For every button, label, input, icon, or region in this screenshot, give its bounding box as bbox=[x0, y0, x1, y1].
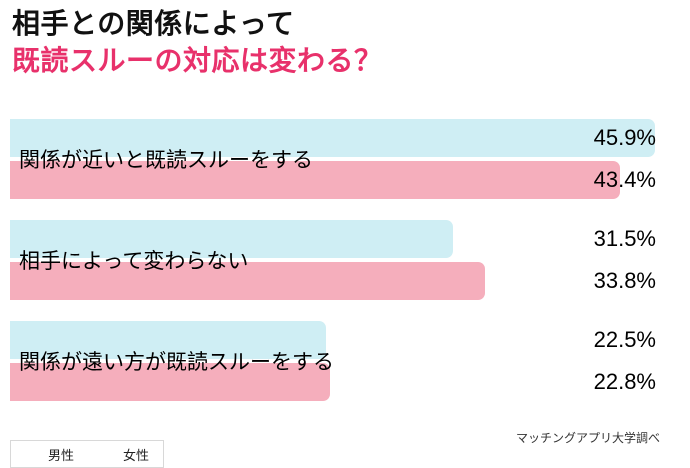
category-label: 相手によって変わらない bbox=[19, 250, 249, 273]
value-label-male: 22.5% bbox=[593, 327, 656, 352]
value-label-female: 22.8% bbox=[593, 369, 656, 394]
title-line-1: 相手との関係によって bbox=[12, 8, 295, 39]
bar-group: 22.5% 22.8% 関係が遠い方が既読スルーをする bbox=[10, 321, 680, 401]
bar-female bbox=[10, 262, 485, 300]
value-label-male: 31.5% bbox=[593, 226, 656, 251]
bar-group: 45.9% 43.4% 関係が近いと既読スルーをする bbox=[10, 119, 680, 199]
page-title: 相手との関係によって 既読スルーの対応は変わる？ bbox=[12, 6, 383, 80]
legend-item-female: 女性 bbox=[92, 444, 149, 464]
female-color-swatch bbox=[92, 444, 116, 464]
category-label: 関係が遠い方が既読スルーをする bbox=[19, 351, 334, 374]
bar-row-male: 45.9% bbox=[10, 119, 680, 157]
value-label-female: 33.8% bbox=[593, 268, 656, 293]
bar-female bbox=[10, 161, 620, 199]
value-label-male: 45.9% bbox=[593, 125, 656, 150]
category-label: 関係が近いと既読スルーをする bbox=[19, 149, 313, 172]
male-color-swatch bbox=[17, 444, 41, 464]
bar-male bbox=[10, 321, 326, 359]
bar-row-female: 22.8% bbox=[10, 363, 680, 401]
bar-male bbox=[10, 220, 453, 258]
bar-row-female: 33.8% bbox=[10, 262, 680, 300]
bar-row-male: 22.5% bbox=[10, 321, 680, 359]
bar-group: 31.5% 33.8% 相手によって変わらない bbox=[10, 220, 680, 300]
bar-female bbox=[10, 363, 330, 401]
legend-item-male: 男性 bbox=[17, 444, 74, 464]
bar-chart: 45.9% 43.4% 関係が近いと既読スルーをする 31.5% 33.8% 相手によって… bbox=[10, 119, 680, 422]
source-note: マッチングアプリ大学調べ bbox=[515, 431, 660, 445]
bar-row-male: 31.5% bbox=[10, 220, 680, 258]
bar-male bbox=[10, 119, 655, 157]
legend: 男性 女性 bbox=[10, 440, 165, 468]
value-label-female: 43.4% bbox=[593, 167, 656, 192]
legend-label-male: 男性 bbox=[48, 447, 75, 463]
bar-row-female: 43.4% bbox=[10, 161, 680, 199]
legend-label-female: 女性 bbox=[123, 447, 150, 463]
title-line-2: 既読スルーの対応は変わる？ bbox=[12, 44, 383, 76]
